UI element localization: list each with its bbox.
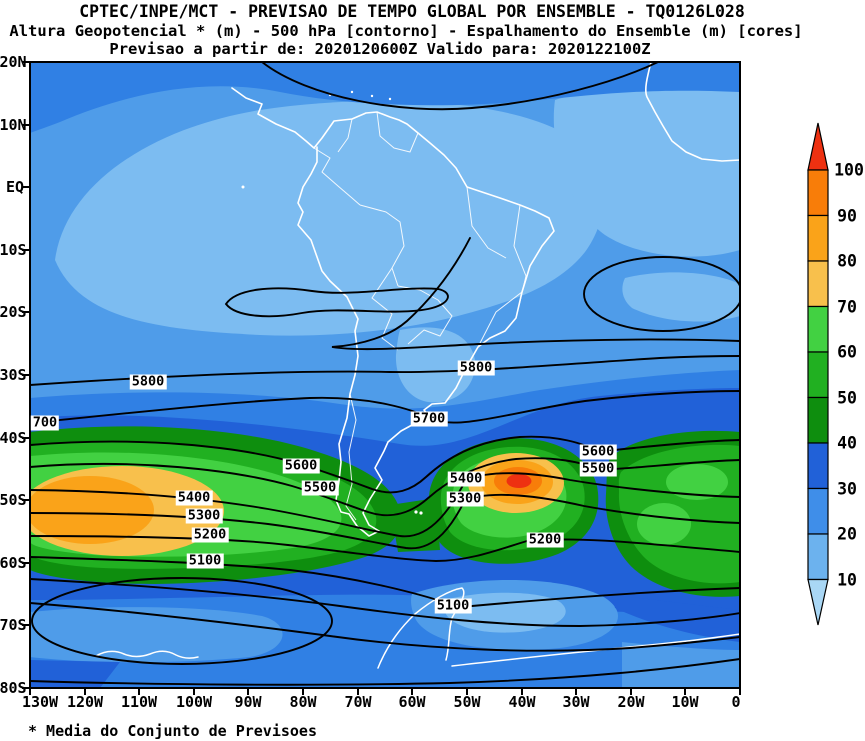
- lat-axis-label: 20S: [0, 303, 27, 321]
- lon-axis-label: 30W: [562, 693, 590, 711]
- contour-value-label: 5800: [129, 373, 167, 390]
- shaded-region-r100: [506, 474, 532, 488]
- contour-value-label: 5600: [282, 457, 320, 474]
- coastlines: [95, 62, 740, 669]
- lon-axis-label: 0: [731, 693, 741, 711]
- lat-axis-label: 80S: [0, 679, 27, 697]
- lon-axis-label: 120W: [66, 693, 104, 711]
- lon-axis-label: 20W: [617, 693, 645, 711]
- colorbar-tick-label: 90: [837, 206, 857, 226]
- lat-axis-label: 60S: [0, 554, 27, 572]
- footnote: * Media do Conjunto de Previsoes: [28, 722, 317, 740]
- colorbar-tick-label: 70: [837, 297, 857, 317]
- shaded-region-g40: [390, 498, 440, 552]
- contour-value-label: 5600: [579, 443, 617, 460]
- lat-axis-label: 10N: [0, 116, 27, 134]
- lat-axis-label: 30S: [0, 366, 27, 384]
- colorbar-tick-label: 10: [837, 570, 857, 590]
- country-borders: [313, 111, 527, 521]
- colorbar-tick-label: 20: [837, 524, 857, 544]
- lat-axis-label: 70S: [0, 616, 27, 634]
- lat-axis-label: 40S: [0, 429, 27, 447]
- colorbar-tick-label: 100: [834, 160, 864, 180]
- title-line-3: Previsao a partir de: 2020120600Z Valido…: [109, 40, 651, 58]
- colorbar: [807, 122, 829, 626]
- shaded-region-b10: [622, 642, 740, 688]
- lon-axis-label: 80W: [289, 693, 317, 711]
- contour-value-label: 5500: [301, 479, 339, 496]
- shaded-region-g60: [637, 503, 691, 545]
- lon-axis-label: 60W: [398, 693, 426, 711]
- colorbar-arrow-top: [807, 122, 829, 171]
- colorbar-tick-label: 60: [837, 342, 857, 362]
- title-line-2: Altura Geopotencial * (m) - 500 hPa [con…: [9, 22, 803, 40]
- colorbar-tick-label: 30: [837, 479, 857, 499]
- lat-axis-label: 20N: [0, 53, 27, 71]
- lon-axis-label: 40W: [508, 693, 536, 711]
- colorbar-arrow-bottom: [807, 578, 829, 626]
- lon-axis-label: 100W: [175, 693, 213, 711]
- shaded-region-lt10: [553, 87, 740, 257]
- contour-value-label: 700: [30, 414, 60, 431]
- shaded-region-lt10: [55, 100, 604, 336]
- colorbar-tick-label: 50: [837, 388, 857, 408]
- lon-axis-label: 110W: [120, 693, 158, 711]
- lon-axis-label: 10W: [671, 693, 699, 711]
- contour-value-label: 5300: [446, 490, 484, 507]
- lat-axis-label: EQ: [5, 178, 25, 196]
- contour-value-label: 5200: [191, 526, 229, 543]
- shaded-region-lt10: [622, 272, 740, 322]
- shaded-region-o80: [30, 476, 154, 544]
- title-line-1: CPTEC/INPE/MCT - PREVISAO DE TEMPO GLOBA…: [79, 2, 745, 21]
- axis-ticks: [22, 61, 741, 695]
- contour-value-label: 5700: [410, 410, 448, 427]
- shaded-region-b20: [30, 62, 740, 133]
- shaded-region-b30: [612, 595, 740, 642]
- shaded-region-b10: [30, 607, 283, 663]
- contour-value-label: 5200: [526, 531, 564, 548]
- contour-value-label: 5100: [186, 552, 224, 569]
- lon-axis-label: 130W: [21, 693, 59, 711]
- contour-value-label: 5300: [185, 507, 223, 524]
- shaded-region-lt10: [445, 592, 566, 633]
- lon-axis-label: 90W: [234, 693, 262, 711]
- shaded-region-g60: [666, 464, 728, 500]
- lon-axis-label: 70W: [344, 693, 372, 711]
- contour-value-label: 5400: [447, 470, 485, 487]
- contour-value-label: 5500: [579, 460, 617, 477]
- colorbar-tick-label: 80: [837, 251, 857, 271]
- lat-axis-label: 10S: [0, 241, 27, 259]
- contour-value-label: 5100: [434, 597, 472, 614]
- lon-axis-label: 50W: [453, 693, 481, 711]
- lat-axis-label: 50S: [0, 491, 27, 509]
- colorbar-tick-label: 40: [837, 433, 857, 453]
- contour-value-label: 5800: [457, 359, 495, 376]
- contour-value-label: 5400: [175, 489, 213, 506]
